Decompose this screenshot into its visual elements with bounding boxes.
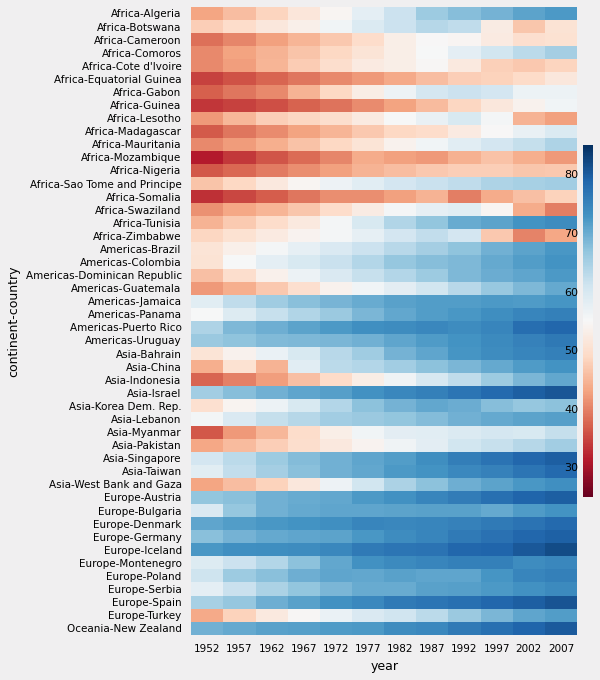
Y-axis label: continent-country: continent-country [7,265,20,377]
X-axis label: year: year [370,660,398,673]
